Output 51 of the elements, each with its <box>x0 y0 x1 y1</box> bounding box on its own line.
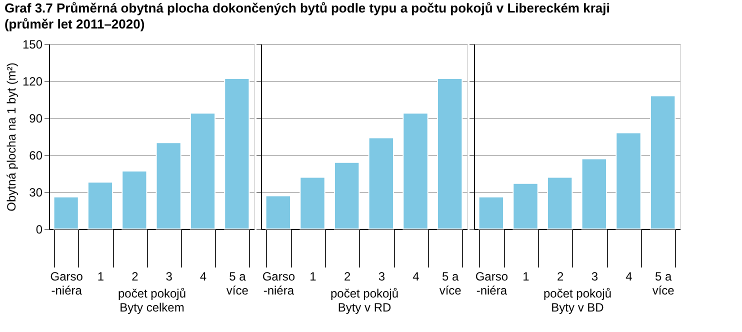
x-tick-label: 2 <box>132 270 139 284</box>
bar <box>478 196 504 230</box>
bar <box>224 78 250 230</box>
x-tick-label: 4 <box>626 270 633 284</box>
bar <box>616 132 642 230</box>
bar <box>402 112 428 230</box>
x-tick-label: 2 <box>556 270 564 284</box>
bar <box>650 95 676 230</box>
x-tick-label: 2 <box>344 270 351 284</box>
x-tick-label: Garso -niéra <box>475 270 508 298</box>
bar <box>546 176 573 230</box>
bar <box>87 182 114 230</box>
x-axis-title: počet pokojů <box>543 286 612 300</box>
chart-subtitle: (průměr let 2011–2020) <box>4 16 145 32</box>
x-tick-label: 4 <box>412 270 420 284</box>
y-tick-label: 60 <box>29 148 43 162</box>
x-tick-label: 3 <box>378 270 386 284</box>
bar <box>512 182 538 230</box>
bar <box>156 142 182 230</box>
text: Byty v BD <box>551 300 604 314</box>
x-tick-label: 1 <box>97 270 104 284</box>
y-tick-label: 90 <box>29 112 43 126</box>
bar <box>265 195 292 230</box>
bar <box>334 162 360 230</box>
x-tick-label: 3 <box>591 270 598 284</box>
bar <box>190 112 216 230</box>
x-tick-label: Garso -niéra <box>50 270 84 298</box>
y-tick-label: 120 <box>22 74 43 88</box>
y-axis-title: Obytná plocha na 1 byt (m²) <box>4 62 18 212</box>
x-tick-label: 3 <box>166 270 173 284</box>
x-tick-label: 5 a více <box>652 270 675 298</box>
text: Byty celkem <box>120 300 184 314</box>
x-axis-title: počet pokojů <box>118 286 186 300</box>
x-tick-label: 5 a více <box>439 270 462 298</box>
y-tick-label: 0 <box>36 222 43 236</box>
y-tick-label: 30 <box>29 186 43 200</box>
bar <box>122 170 148 230</box>
x-tick-label: 4 <box>200 270 207 284</box>
x-axis-title: počet pokojů <box>330 286 399 300</box>
x-tick-label: Garso -niéra <box>262 270 296 298</box>
bar <box>300 176 326 230</box>
x-tick-label: 1 <box>310 270 317 284</box>
x-tick-label: 5 a více <box>226 270 249 298</box>
text: Byty v RD <box>338 300 392 314</box>
y-tick-label: 150 <box>22 38 43 52</box>
bar <box>53 196 79 230</box>
bar <box>368 137 394 230</box>
x-tick-label: 1 <box>522 270 530 284</box>
text: Graf 3.7 Průměrná obytná plocha dokončených bytů podle typu a počtu pokojů v Libereckém kraji <box>4 0 610 16</box>
bar <box>436 78 463 230</box>
bar <box>581 158 608 230</box>
